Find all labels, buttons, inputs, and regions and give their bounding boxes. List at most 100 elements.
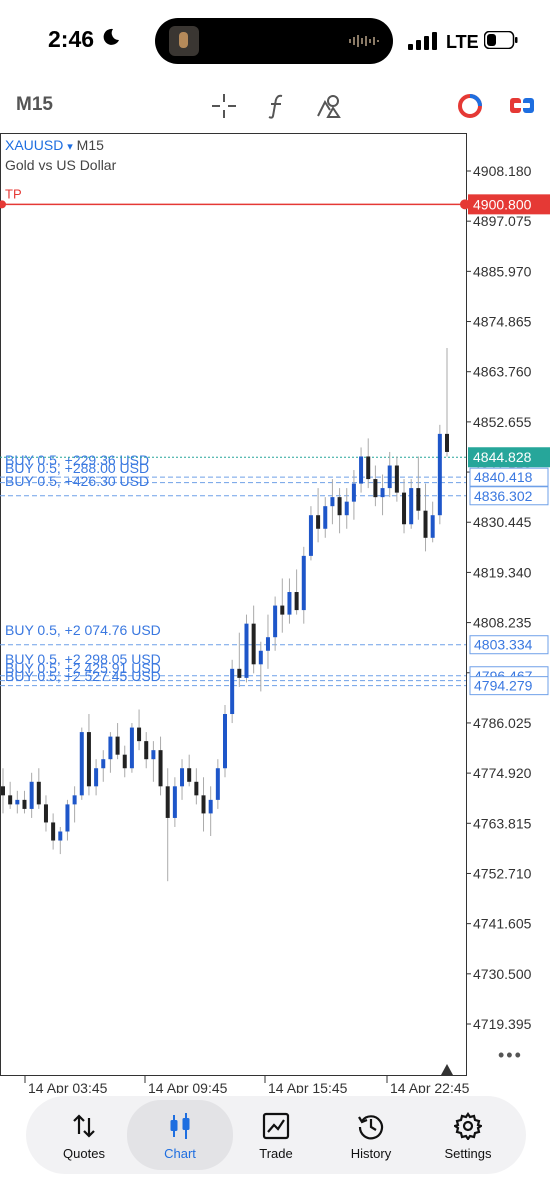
bid-price-box — [468, 447, 550, 468]
candle-body — [208, 799, 213, 814]
price-axis-label: 4863.760 — [473, 364, 532, 380]
tab-trade[interactable]: Trade — [228, 1100, 324, 1170]
time-axis-label: 14 Apr 09:45 — [148, 1080, 228, 1093]
chart-toolbar: M15 — [0, 84, 553, 128]
tab-settings[interactable]: Settings — [420, 1100, 516, 1170]
candle-body — [330, 497, 335, 507]
candle-body — [244, 623, 249, 678]
order-price-label: 4794.279 — [474, 678, 533, 694]
candle-body — [194, 781, 199, 796]
chart-canvas[interactable]: 4908.180 4897.075 4885.970 4874.865 4863.760… — [0, 133, 553, 1096]
candle-body — [359, 456, 364, 484]
symbol-header[interactable]: XAUUSD ▾ M15 — [5, 137, 104, 153]
candle-body — [387, 465, 392, 489]
symbol-name[interactable]: XAUUSD — [5, 137, 64, 153]
tp-price-box — [468, 194, 550, 215]
price-axis-label: 4885.970 — [473, 263, 532, 279]
candle-body — [409, 488, 414, 525]
more-options-icon[interactable]: ••• — [498, 1045, 523, 1065]
chart-shift-icon — [441, 1064, 453, 1075]
status-bar: 2:46 LTE — [0, 0, 553, 80]
candle-body — [287, 592, 292, 615]
tab-quotes[interactable]: Quotes — [36, 1100, 132, 1170]
dynamic-island[interactable] — [155, 18, 393, 64]
order-label: BUY 0.5, +2 527.45 USD — [5, 668, 161, 684]
tab-label: Settings — [444, 1146, 492, 1161]
order-label: BUY 0.5, +229.36 USD — [5, 452, 149, 468]
order-price-label: 4836.302 — [474, 488, 533, 504]
candle-body — [15, 799, 20, 805]
candle-body — [129, 727, 134, 769]
candle-body — [308, 515, 313, 556]
price-axis-label: 4719.395 — [473, 1016, 532, 1032]
focus-moon-icon — [103, 28, 119, 45]
battery-icon — [484, 31, 518, 49]
symbol-dropdown-icon[interactable]: ▾ — [67, 141, 73, 153]
candle-body — [323, 506, 328, 529]
price-axis-label: 4774.920 — [473, 765, 532, 781]
order-price-box — [469, 676, 549, 696]
candle-body — [65, 804, 70, 832]
candle-body — [43, 804, 48, 823]
trade-panel-icon[interactable] — [508, 92, 536, 120]
candle-body — [416, 488, 421, 511]
audio-waveform-icon — [349, 35, 379, 47]
candle-body — [430, 515, 435, 538]
candle-body — [301, 555, 306, 611]
price-axis-label: 4730.500 — [473, 966, 532, 982]
candle-body — [402, 492, 407, 525]
tab-history[interactable]: History — [323, 1100, 419, 1170]
candle-body — [258, 650, 263, 665]
order-label: BUY 0.5, +2 074.76 USD — [5, 622, 161, 638]
candle-body — [237, 668, 242, 678]
candle-body — [72, 795, 77, 805]
candle-body — [445, 433, 449, 452]
candle-body — [122, 754, 127, 769]
cellular-signal-icon — [408, 32, 437, 50]
candle-body — [115, 736, 120, 755]
chart-frame — [0, 133, 467, 1076]
price-chart[interactable]: 4908.180 4897.075 4885.970 4874.865 4863.760… — [0, 133, 553, 1096]
price-axis-label: 4852.655 — [473, 414, 532, 430]
candle-body — [108, 736, 113, 760]
price-axis-label: 4874.865 — [473, 314, 532, 330]
candle-body — [8, 795, 13, 805]
candle-body — [94, 768, 99, 787]
chart-icon — [170, 1113, 190, 1139]
order-price-box — [469, 467, 549, 487]
candle-body — [101, 759, 106, 769]
price-axis-label: 4819.340 — [473, 564, 532, 580]
candle-body — [337, 497, 342, 516]
candle-body — [351, 483, 356, 502]
one-click-trading-icon[interactable] — [456, 92, 484, 120]
clock: 2:46 — [48, 26, 95, 52]
tab-chart[interactable]: Chart — [127, 1100, 233, 1170]
candle-body — [251, 623, 256, 665]
tp-price-label: 4900.800 — [473, 196, 532, 212]
candle-body — [165, 786, 170, 818]
settings-icon — [454, 1112, 482, 1140]
price-axis-label: 4786.025 — [473, 715, 532, 731]
crosshair-icon[interactable] — [210, 92, 238, 120]
price-axis-label: 4752.710 — [473, 865, 532, 881]
price-axis-label: 4763.815 — [473, 815, 532, 831]
timeframe-button[interactable]: M15 — [16, 94, 53, 115]
tab-label: Quotes — [63, 1146, 105, 1161]
order-price-box — [469, 486, 549, 506]
candle-body — [201, 795, 206, 814]
order-price-label: 4840.418 — [474, 469, 533, 485]
tab-label: Trade — [259, 1146, 293, 1161]
indicators-icon[interactable] — [263, 92, 291, 120]
price-axis-label: 4908.180 — [473, 163, 532, 179]
candle-body — [294, 592, 299, 611]
bottom-tab-bar: Quotes Chart Trade History Setti — [26, 1096, 526, 1174]
objects-icon[interactable] — [315, 92, 343, 120]
candle-body — [223, 714, 227, 769]
candle-body — [437, 433, 442, 516]
time-axis-label: 14 Apr 22:45 — [390, 1080, 470, 1093]
candle-body — [380, 488, 385, 498]
candle-body — [144, 741, 149, 760]
candle-body — [151, 750, 156, 760]
tp-handle-right — [460, 199, 470, 210]
order-label: BUY 0.5, +288.00 USD — [5, 460, 149, 476]
